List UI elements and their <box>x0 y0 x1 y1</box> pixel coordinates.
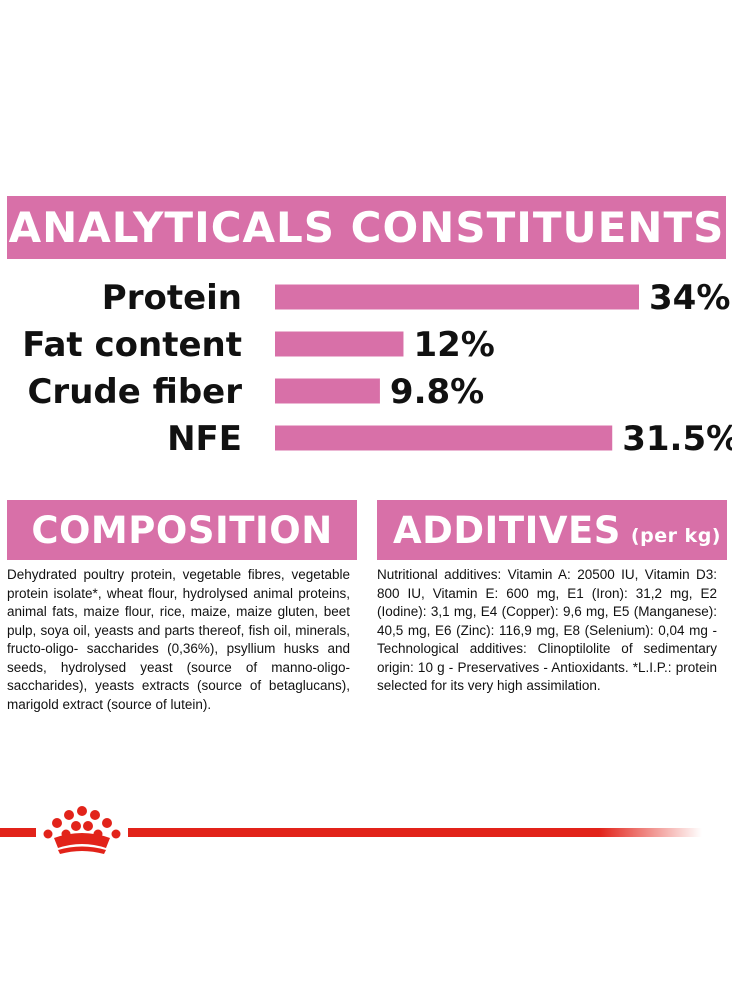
data-label: 9.8% <box>390 372 484 412</box>
nutrient-bar-chart: Protein 34% Fat content 12% Crude fiber 9.8% N… <box>22 278 732 459</box>
data-label: 31.5% <box>622 419 732 459</box>
category-label: Crude fiber <box>27 372 242 412</box>
crown-icon <box>43 806 121 854</box>
composition-banner: COMPOSITION <box>7 500 357 560</box>
additives-title: ADDITIVES <box>393 508 621 552</box>
bar <box>275 331 404 357</box>
category-label: NFE <box>167 419 242 459</box>
composition-title: COMPOSITION <box>31 508 333 552</box>
composition-text: Dehydrated poultry protein, vegetable fi… <box>7 567 350 712</box>
bar <box>275 284 639 310</box>
data-label: 34% <box>649 278 730 318</box>
bar <box>275 378 380 404</box>
category-label: Protein <box>102 278 242 318</box>
additives-banner: ADDITIVES (per kg) <box>377 500 727 560</box>
additives-text: Nutritional additives: Vitamin A: 20500 … <box>377 567 717 693</box>
bar <box>275 425 613 451</box>
category-label: Fat content <box>22 325 242 365</box>
data-label: 12% <box>413 325 494 365</box>
analytics-banner: ANALYTICALS CONSTITUENTS <box>7 196 726 259</box>
additives-unit: (per kg) <box>630 525 721 547</box>
analytics-title: ANALYTICALS CONSTITUENTS <box>8 203 725 252</box>
footer-divider <box>0 828 732 837</box>
